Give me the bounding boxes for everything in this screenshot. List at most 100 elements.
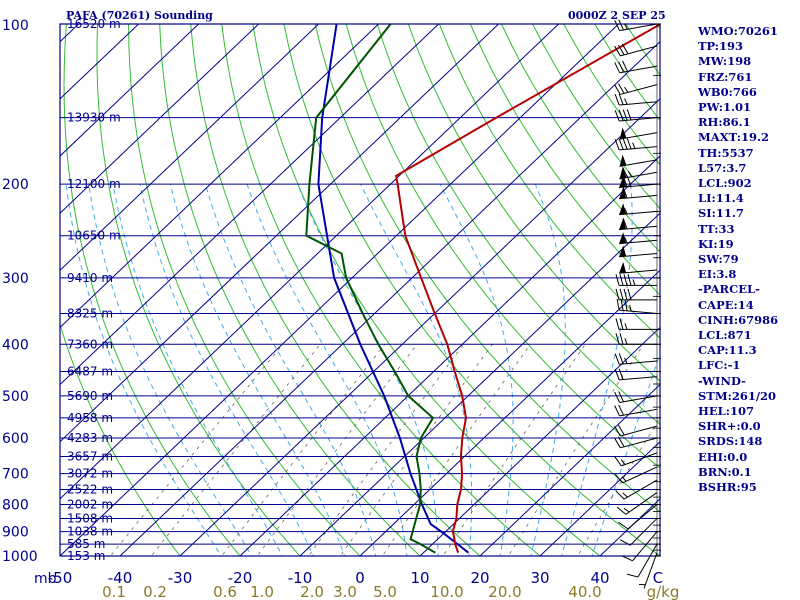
mixing-ratio-line: [308, 344, 464, 556]
temperature-tick-label: -40: [108, 569, 133, 587]
pressure-tick-label: 1000: [2, 549, 38, 565]
wind-barb: [614, 436, 658, 449]
height-label: 3657 m: [67, 449, 113, 463]
dry-adiabat-line: [63, 24, 241, 556]
dry-adiabat-line: [159, 24, 421, 556]
moist-adiabat-line: [65, 184, 222, 556]
mixing-ratio-label: 2.0: [300, 583, 324, 600]
height-label: 585 m: [67, 537, 105, 551]
index-item: BSHR:95: [698, 480, 757, 495]
wind-barb: [614, 60, 658, 74]
isotherm-line: [60, 24, 320, 271]
wind-barb: [619, 218, 658, 231]
height-label: 5690 m: [67, 389, 113, 403]
isotherm-line: [419, 326, 660, 556]
temperature-tick-label: -30: [168, 569, 193, 587]
wind-barb: [615, 274, 657, 286]
height-label: 10650 m: [67, 229, 121, 243]
wind-barb: [614, 404, 658, 417]
wind-barb: [618, 504, 658, 530]
isotherm-line: [239, 155, 660, 556]
height-label: 6487 m: [67, 365, 113, 379]
isotherm-line: [299, 212, 660, 556]
chart-date: 0000Z 2 SEP 25: [568, 9, 666, 22]
temperature-tick-label: 30: [530, 569, 549, 587]
height-label: 16520 m: [67, 17, 121, 31]
height-label: 3072 m: [67, 467, 113, 481]
mixing-ratio-label: 20.0: [488, 583, 521, 600]
moist-adiabat-line: [169, 183, 346, 556]
index-item: TP:193: [698, 39, 744, 54]
pressure-tick-label: 300: [2, 271, 29, 287]
isotherm-line: [359, 269, 660, 556]
mixing-ratio-label: 0.6: [213, 583, 237, 600]
mixing-ratio-label: 10.0: [430, 583, 463, 600]
index-item: LCL:871: [698, 328, 752, 343]
chart-title: PAFA (70261) Sounding: [66, 9, 213, 22]
temperature-tick-label: 0: [355, 569, 365, 587]
mixing-ratio-label: 0.1: [102, 583, 126, 600]
plot-frame: [59, 23, 661, 557]
mixing-ratio-line: [109, 344, 284, 556]
wind-barb: [619, 518, 658, 546]
wind-barb: [614, 452, 658, 467]
mixing-ratio-label: 0.2: [143, 583, 167, 600]
wind-barb: [614, 19, 658, 32]
temperature-tick-label: 20: [470, 569, 489, 587]
wind-barb: [619, 203, 658, 216]
dry-adiabat-line: [781, 24, 800, 567]
wind-barb: [614, 43, 658, 57]
mixing-ratio-label: 5.0: [373, 583, 397, 600]
isotherm-line: [60, 24, 440, 386]
height-label: 2002 m: [67, 497, 113, 511]
index-item: KI:19: [698, 236, 734, 251]
wind-barb: [614, 93, 658, 106]
mixing-ratio-line: [442, 344, 586, 556]
height-label: 4283 m: [67, 431, 113, 445]
wind-barb: [614, 353, 658, 365]
index-item: -PARCEL-: [698, 282, 760, 297]
moist-adiabat-line: [591, 351, 660, 556]
pressure-tick-label: 700: [2, 467, 29, 483]
height-label: 12100 m: [67, 177, 121, 191]
wind-barb: [615, 318, 657, 330]
index-item: LCL:902: [698, 176, 752, 191]
wind-barb: [614, 83, 658, 95]
isotherm-line: [539, 441, 660, 556]
moist-adiabat-line: [139, 183, 314, 556]
wind-barb: [615, 479, 658, 500]
wind-barb: [639, 552, 658, 589]
isotherm-line: [0, 12, 31, 567]
height-label: 13930 m: [67, 111, 121, 125]
index-item: PW:1.01: [698, 100, 752, 115]
temperature-tick-label: -50: [48, 569, 73, 587]
temperature-tick-label: -20: [228, 569, 253, 587]
mixing-ratio-label: g/kg: [647, 583, 680, 600]
pressure-tick-label: 800: [2, 497, 29, 513]
pressure-tick-label: 600: [2, 431, 29, 447]
temperature-tick-label: 40: [590, 569, 609, 587]
dry-adiabat-line: [376, 24, 660, 426]
wind-barb: [614, 424, 658, 437]
pressure-tick-label: 200: [2, 177, 29, 193]
indices-panel: WMO:70261 TP:193 MW:198 FRZ:761 WB0:766 PW:1.…: [698, 24, 778, 495]
background-grid: [0, 12, 800, 567]
index-item: SW:79: [698, 252, 739, 267]
index-item: HEL:107: [698, 404, 754, 419]
wind-barb: [619, 175, 658, 188]
index-item: TT:33: [698, 221, 735, 236]
index-item: STM:261/20: [698, 388, 777, 403]
mixing-ratio-line: [256, 344, 418, 556]
moist-adiabat-line: [530, 183, 566, 556]
moist-adiabat-line: [439, 183, 514, 556]
wind-barb: [619, 166, 658, 180]
moist-adiabat-line: [204, 183, 377, 556]
index-item: SRDS:148: [698, 434, 763, 449]
isotherm-line: [179, 98, 660, 556]
index-item: RH:86.1: [698, 115, 751, 130]
mixing-ratio-label: 40.0: [568, 583, 601, 600]
isotherm-line: [60, 24, 560, 500]
wind-barb: [619, 187, 658, 200]
pressure-unit-label: mb: [34, 571, 57, 587]
